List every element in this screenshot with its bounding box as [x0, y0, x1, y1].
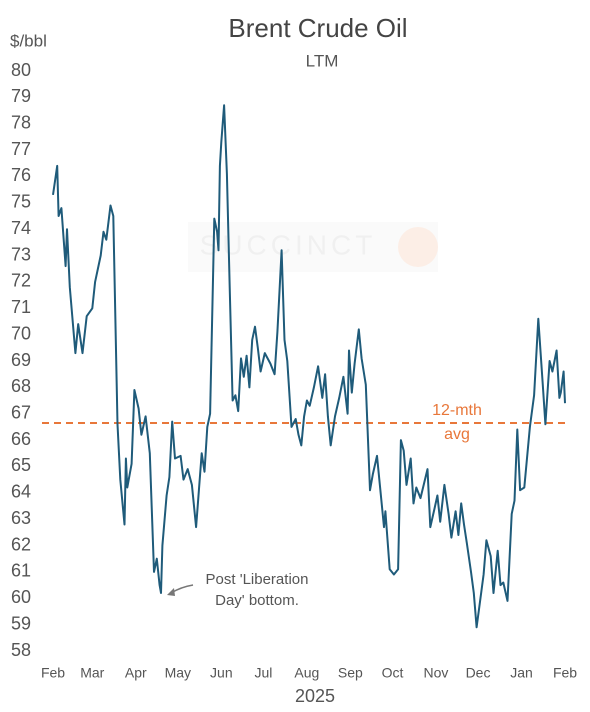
y-tick-label: 72 [11, 271, 31, 291]
y-tick-label: 59 [11, 613, 31, 633]
watermark: SUCCINCT [188, 222, 438, 272]
annotation-text: Day' bottom. [215, 592, 299, 609]
y-axis-label: $/bbl [10, 31, 47, 50]
x-tick-label: Sep [338, 665, 363, 681]
y-tick-label: 68 [11, 376, 31, 396]
y-tick-label: 76 [11, 165, 31, 185]
y-tick-label: 62 [11, 534, 31, 554]
x-tick-label: Apr [125, 665, 147, 681]
price-line [52, 104, 566, 629]
y-tick-label: 78 [11, 112, 31, 132]
y-tick-label: 71 [11, 297, 31, 317]
annotation-text: Post 'Liberation [206, 571, 309, 588]
x-tick-label: Jul [254, 665, 272, 681]
y-tick-label: 75 [11, 192, 31, 212]
x-tick-label: Aug [294, 665, 319, 681]
x-tick-label: Nov [423, 665, 448, 681]
chart-title: Brent Crude Oil [228, 13, 407, 43]
x-tick-label: Feb [553, 665, 577, 681]
x-tick-label: Jun [210, 665, 233, 681]
y-tick-label: 61 [11, 561, 31, 581]
x-tick-label: Jan [510, 665, 533, 681]
chart-subtitle: LTM [306, 51, 339, 70]
average-label: avg [444, 426, 470, 443]
y-tick-label: 66 [11, 429, 31, 449]
x-tick-label: Feb [41, 665, 65, 681]
y-tick-label: 64 [11, 482, 31, 502]
y-tick-label: 65 [11, 455, 31, 475]
average-label: 12-mth [432, 402, 482, 419]
y-tick-label: 77 [11, 139, 31, 159]
x-tick-label: Oct [382, 665, 404, 681]
y-tick-label: 70 [11, 323, 31, 343]
watermark-logo [398, 227, 438, 267]
y-tick-label: 69 [11, 350, 31, 370]
x-axis-label: 2025 [295, 686, 335, 706]
y-tick-label: 58 [11, 640, 31, 660]
watermark-text: SUCCINCT [200, 229, 377, 260]
y-tick-label: 74 [11, 218, 31, 238]
y-tick-label: 80 [11, 60, 31, 80]
x-tick-label: May [165, 665, 191, 681]
annotation-arrowhead [167, 588, 176, 596]
y-tick-label: 79 [11, 86, 31, 106]
x-tick-label: Mar [80, 665, 104, 681]
y-tick-label: 67 [11, 402, 31, 422]
y-tick-label: 63 [11, 508, 31, 528]
x-tick-label: Dec [466, 665, 491, 681]
y-tick-label: 73 [11, 244, 31, 264]
y-tick-label: 60 [11, 587, 31, 607]
